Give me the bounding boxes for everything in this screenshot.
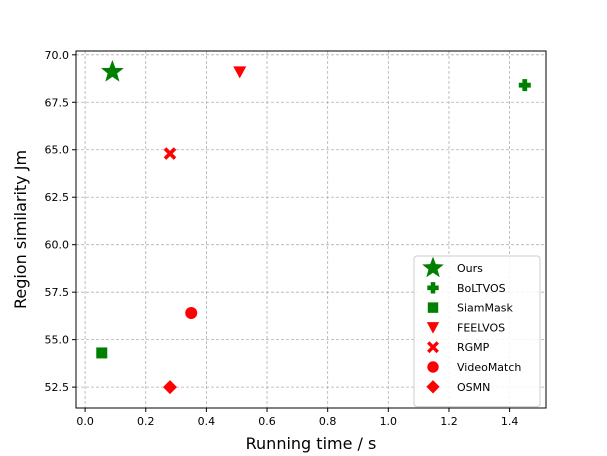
legend-label-ours: Ours (457, 262, 483, 275)
y-tick-label: 70.0 (45, 49, 70, 62)
legend-marker-ours (422, 256, 444, 278)
y-tick-label: 60.0 (45, 239, 70, 252)
x-tick-label: 0.8 (319, 415, 337, 428)
y-tick-label: 65.0 (45, 144, 70, 157)
x-tick-label: 1.4 (501, 415, 519, 428)
y-tick-label: 55.0 (45, 334, 70, 347)
x-tick-label: 1.0 (380, 415, 398, 428)
data-point-feelvos (233, 66, 247, 79)
data-point-siammask (96, 347, 108, 359)
y-axis-label: Region similarity Jm (11, 150, 30, 309)
legend-label-siammask: SiamMask (457, 302, 513, 315)
legend: Ours BoLTVOS SiamMask FEELVOS RGMP VideoMatch… (413, 255, 541, 408)
legend-marker-feelvos (426, 322, 440, 334)
data-point-osmn (163, 380, 177, 395)
legend-marker-osmn (426, 380, 440, 394)
legend-label-feelvos: FEELVOS (457, 321, 505, 334)
legend-label-osmn: OSMN (457, 381, 490, 394)
data-point-ours (100, 59, 124, 82)
data-point-boltvos (518, 79, 531, 92)
legend-box (413, 255, 541, 408)
y-axis-ticks: 52.5 55.0 57.5 60.0 62.5 65.0 67.5 70.0 (45, 49, 76, 394)
legend-marker-boltvos (427, 282, 439, 294)
data-points (96, 59, 531, 395)
legend-label-boltvos: BoLTVOS (457, 282, 506, 295)
x-axis-ticks: 0.0 0.2 0.4 0.6 0.8 1.0 1.2 1.4 (76, 408, 518, 428)
y-tick-label: 62.5 (45, 191, 70, 204)
y-tick-label: 52.5 (45, 381, 70, 394)
x-axis-label: Running time / s (246, 434, 377, 453)
plot-frame (75, 50, 547, 409)
legend-marker-videomatch (427, 361, 439, 373)
data-point-rgmp (163, 147, 177, 160)
y-tick-label: 57.5 (45, 286, 70, 299)
legend-label-videomatch: VideoMatch (457, 361, 521, 374)
x-tick-label: 0.2 (137, 415, 155, 428)
y-tick-label: 67.5 (45, 96, 70, 109)
x-tick-label: 0.6 (258, 415, 276, 428)
x-tick-label: 0.0 (76, 415, 94, 428)
legend-marker-siammask (427, 302, 439, 313)
x-tick-label: 1.2 (440, 415, 458, 428)
data-point-videomatch (185, 307, 198, 320)
legend-label-rgmp: RGMP (457, 341, 490, 354)
x-tick-label: 0.4 (198, 415, 216, 428)
legend-marker-rgmp (427, 341, 439, 354)
